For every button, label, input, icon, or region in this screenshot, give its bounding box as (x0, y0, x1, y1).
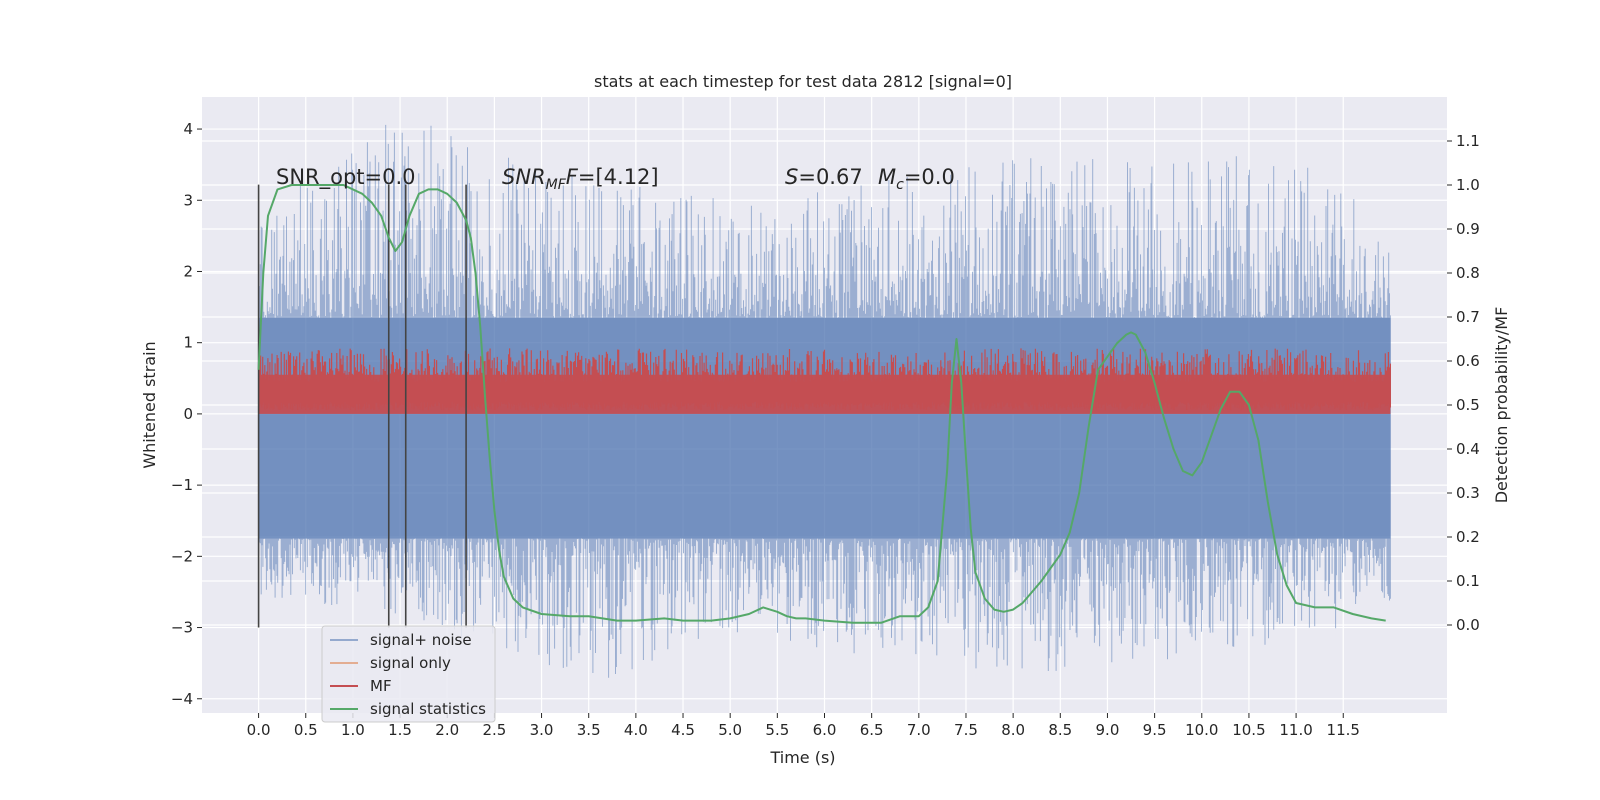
legend-label-signal-statistics: signal statistics (370, 700, 486, 718)
series-signal-statistics (257, 184, 1386, 624)
x-tick-label: 2.0 (435, 721, 459, 739)
x-tick-label: 1.5 (388, 721, 412, 739)
legend-label-signal-noise: signal+ noise (370, 631, 472, 649)
y2-tick-label: 0.4 (1456, 440, 1480, 458)
x-tick-label: 8.5 (1048, 721, 1072, 739)
x-tick-label: 9.5 (1143, 721, 1167, 739)
x-tick-label: 5.0 (718, 721, 742, 739)
y-tick-label: −3 (171, 619, 193, 637)
legend-item-signal-noise: signal+ noise (330, 631, 472, 649)
y-tick-label: 2 (183, 262, 193, 280)
y-tick-label: 0 (183, 405, 193, 423)
x-tick-label: 11.0 (1279, 721, 1312, 739)
legend-item-signal-statistics: signal statistics (330, 700, 486, 718)
y2-tick-label: 0.2 (1456, 528, 1480, 546)
x-tick-label: 5.5 (765, 721, 789, 739)
y2-axis-label: Detection probability/MF (1492, 307, 1511, 504)
y-tick-label: −4 (171, 690, 193, 708)
annotation-snr-opt: SNR_opt=0.0 (276, 165, 416, 190)
y2-tick-label: 0.8 (1456, 264, 1480, 282)
annotation-mc-value: Mc=0.0 (878, 165, 955, 193)
chart-title: stats at each timestep for test data 281… (594, 72, 1012, 91)
legend-label-mf: MF (370, 677, 392, 695)
legend: signal+ noise signal only MF signal stat… (321, 625, 496, 723)
y-tick-label: 1 (183, 334, 193, 352)
x-axis-ticks: 0.0 0.5 1.0 1.5 2.0 2.5 3.0 3.5 4.0 4.5 5.0 5.5 6.0 6… (247, 713, 1360, 739)
y-tick-label: −2 (171, 547, 193, 565)
legend-box (321, 625, 496, 723)
x-tick-label: 2.5 (482, 721, 506, 739)
x-tick-label: 0.0 (247, 721, 271, 739)
x-tick-label: 9.0 (1096, 721, 1120, 739)
annotation-s-value: S=0.67 (785, 165, 863, 189)
annotation-snr-mf: SNRMFF=[4.12] (502, 165, 659, 193)
x-tick-label: 7.0 (907, 721, 931, 739)
x-axis-label: Time (s) (769, 748, 835, 767)
x-tick-label: 11.5 (1327, 721, 1360, 739)
x-tick-label: 3.0 (530, 721, 554, 739)
y2-tick-label: 0.7 (1456, 308, 1480, 326)
legend-item-signal-only: signal only (330, 654, 451, 672)
series-mf (258, 348, 1391, 414)
x-tick-label: 8.0 (1001, 721, 1025, 739)
x-tick-label: 4.5 (671, 721, 695, 739)
y2-tick-label: 0.3 (1456, 484, 1480, 502)
y-tick-label: −1 (171, 476, 193, 494)
y2-axis-ticks: 0.0 0.1 0.2 0.3 0.4 0.5 0.6 0.7 0.8 0.9 1.0 1.1 (1447, 132, 1480, 634)
x-tick-label: 6.5 (860, 721, 884, 739)
y-tick-label: 3 (183, 191, 193, 209)
x-tick-label: 7.5 (954, 721, 978, 739)
legend-item-mf: MF (330, 677, 392, 695)
y2-tick-label: 1.1 (1456, 132, 1480, 150)
x-tick-label: 10.0 (1185, 721, 1218, 739)
legend-label-signal-only: signal only (370, 654, 451, 672)
y-tick-label: 4 (183, 120, 193, 138)
y-axis-label: Whitened strain (140, 341, 159, 468)
y2-tick-label: 0.1 (1456, 572, 1480, 590)
x-tick-label: 10.5 (1232, 721, 1265, 739)
vertical-markers (257, 184, 467, 628)
annotations: SNR_opt=0.0 SNRMFF=[4.12] S=0.67 Mc=0.0 (276, 165, 955, 193)
y2-tick-label: 0.6 (1456, 352, 1480, 370)
x-tick-label: 6.0 (813, 721, 837, 739)
y2-tick-label: 0.0 (1456, 616, 1480, 634)
y2-tick-label: 0.9 (1456, 220, 1480, 238)
x-tick-label: 1.0 (341, 721, 365, 739)
y-axis-ticks: −4 −3 −2 −1 0 1 2 3 4 (171, 120, 202, 708)
x-tick-label: 4.0 (624, 721, 648, 739)
signal-statistics-line (257, 184, 1386, 624)
x-tick-label: 3.5 (577, 721, 601, 739)
y2-tick-label: 1.0 (1456, 176, 1480, 194)
x-tick-label: 0.5 (294, 721, 318, 739)
y2-tick-label: 0.5 (1456, 396, 1480, 414)
